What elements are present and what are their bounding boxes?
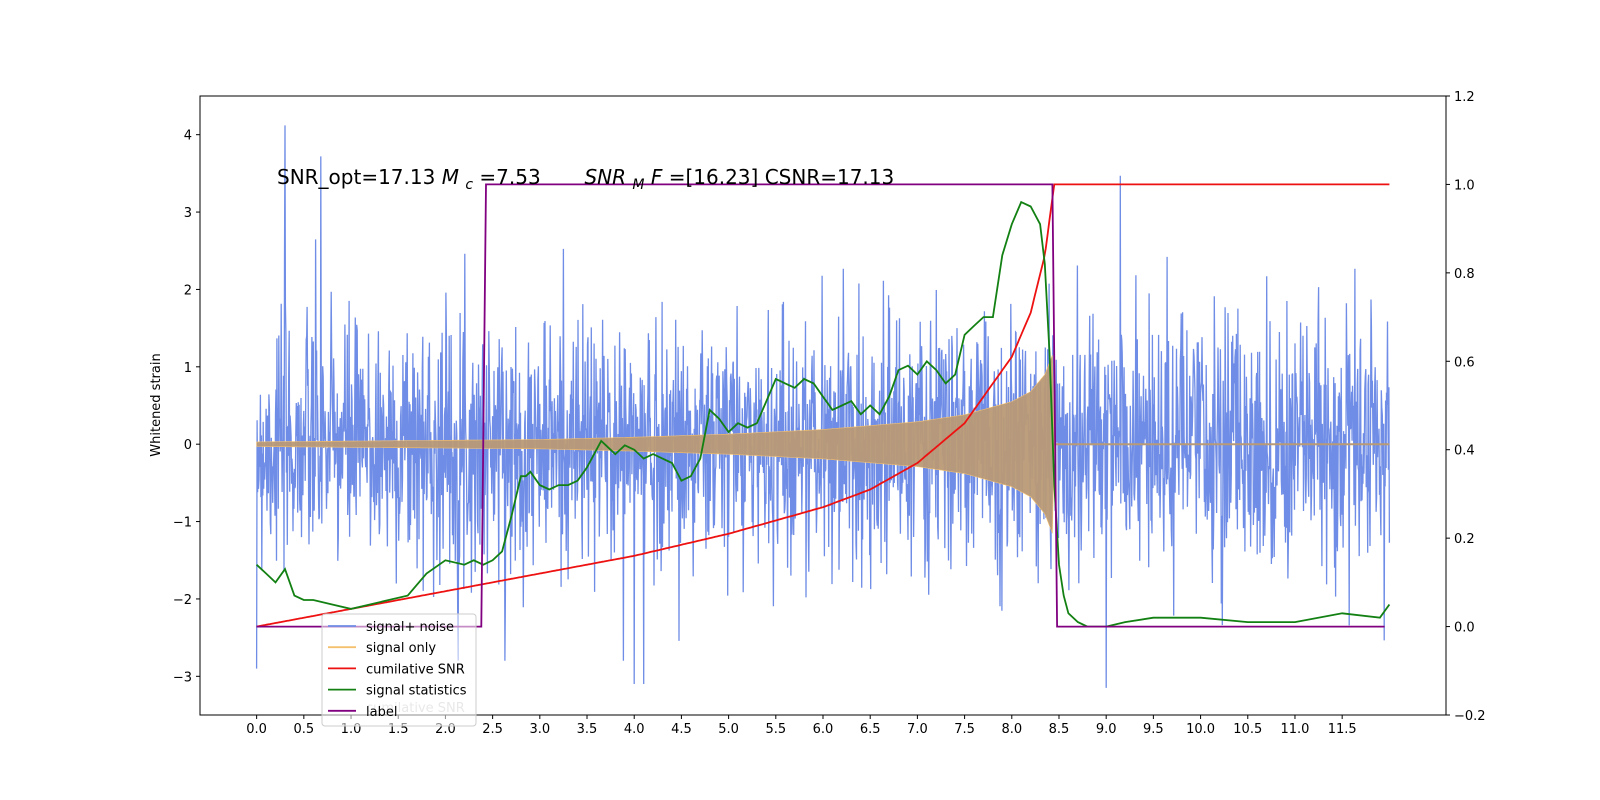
y2-tick-label: 0.0: [1454, 621, 1475, 636]
legend-label: signal only: [366, 641, 436, 656]
x-tick-label: 2.5: [482, 722, 503, 737]
y2-tick-label: 1.2: [1454, 90, 1475, 105]
annotation-part-5: SNR: [584, 165, 626, 189]
annotation-part-4: =7.53: [479, 165, 566, 189]
x-tick-label: 3.5: [577, 722, 598, 737]
signal-noise-line: [255, 125, 1391, 688]
y2-tick-label: 0.8: [1454, 267, 1475, 282]
x-tick-label: 6.5: [860, 722, 881, 737]
x-tick-label: 11.5: [1328, 722, 1357, 737]
x-tick-label: 4.0: [624, 722, 645, 737]
x-tick-label: 11.0: [1280, 722, 1309, 737]
x-tick-label: 10.5: [1233, 722, 1262, 737]
y-tick-label: 4: [184, 129, 192, 144]
cumulative-snr-line: [256, 183, 1390, 628]
y2-tick-label: 0.4: [1454, 444, 1475, 459]
x-tick-label: 9.0: [1096, 722, 1117, 737]
y2-tick-label: 1.0: [1454, 178, 1475, 193]
y2-tick-label: −0.2: [1454, 709, 1486, 724]
legend-label: label: [366, 705, 397, 720]
x-tick-label: 9.5: [1143, 722, 1164, 737]
x-tick-label: 3.0: [529, 722, 550, 737]
signal-statistics-line: [255, 200, 1391, 628]
legend-label: signal+ noise: [366, 620, 454, 635]
y2-tick-label: 0.6: [1454, 355, 1475, 370]
legend-label: signal statistics: [366, 684, 467, 699]
y2-tick-label: 0.2: [1454, 532, 1475, 547]
y-tick-label: −2: [173, 593, 192, 608]
x-tick-label: 5.5: [765, 722, 786, 737]
legend-label: cumilative SNR: [366, 662, 465, 677]
x-tick-label: 8.5: [1049, 722, 1070, 737]
chart-annotation: SNR_opt=17.13 M c =7.53 SNR M F =[16.23]…: [277, 165, 894, 194]
annotation-part-8: =[16.23] CSNR=17.13: [669, 165, 895, 189]
x-tick-label: 10.0: [1186, 722, 1215, 737]
annotation-part-7: F: [651, 165, 663, 189]
x-tick-label: 5.0: [718, 722, 739, 737]
x-tick-label: 7.0: [907, 722, 928, 737]
x-tick-label: 0.5: [293, 722, 314, 737]
x-tick-label: 0.0: [246, 722, 267, 737]
y-tick-label: 1: [184, 361, 192, 376]
y-tick-label: 0: [184, 438, 192, 453]
x-tick-label: 8.0: [1001, 722, 1022, 737]
y-tick-label: −3: [173, 670, 192, 685]
y-tick-label: 3: [184, 206, 192, 221]
legend-box: [321, 613, 477, 727]
x-tick-label: 4.5: [671, 722, 692, 737]
x-tick-label: 7.5: [954, 722, 975, 737]
annotation-part-1: SNR_opt=17.13: [277, 165, 442, 189]
y-tick-label: −1: [173, 516, 192, 531]
y-axis-label: Whitened strain: [149, 353, 164, 456]
annotation-part-3: c: [465, 177, 473, 193]
x-tick-label: 6.0: [813, 722, 834, 737]
annotation-part-6: M: [632, 177, 644, 193]
y-tick-label: 2: [184, 283, 192, 298]
annotation-part-2: M: [442, 165, 459, 189]
